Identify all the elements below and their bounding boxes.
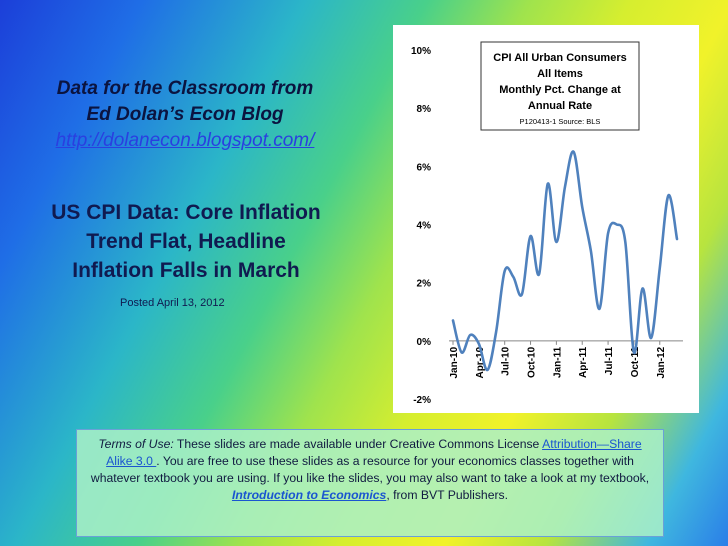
blog-url-link[interactable]: http://dolanecon.blogspot.com/	[55, 130, 315, 151]
x-tick-label: Oct-10	[527, 346, 538, 378]
blog-header: Data for the Classroom from Ed Dolan’s E…	[20, 76, 350, 154]
blog-title-line2: Ed Dolan’s Econ Blog	[86, 104, 284, 125]
x-tick-label: Apr-11	[578, 346, 589, 378]
x-tick-label: Jul-10	[501, 346, 512, 375]
textbook-link[interactable]: Introduction to Economics	[231, 488, 387, 502]
headline-line3: Inflation Falls in March	[72, 259, 300, 282]
cpi-line-chart: -2% 0% 2% 4% 6% 8% 10% Jan-10 Apr-10 Jul-10 Oct-1…	[411, 41, 683, 406]
x-tick-label: Jan-10	[449, 346, 460, 378]
chart-title-line3: Monthly Pct. Change at	[499, 84, 621, 96]
posted-date: Posted April 13, 2012	[120, 297, 225, 309]
x-tick-label: Apr-10	[475, 346, 486, 378]
blog-title-line1: Data for the Classroom from	[56, 78, 314, 99]
x-tick-label: Jan-11	[552, 346, 563, 378]
y-tick-label: -2%	[413, 395, 431, 406]
terms-label: Terms of Use:	[98, 437, 174, 451]
slide-headline: US CPI Data: Core Inflation Trend Flat, …	[0, 198, 372, 285]
x-tick-label: Oct-11	[630, 346, 641, 377]
license-link[interactable]: Attribution—Share Alike 3.0	[106, 437, 642, 468]
y-tick-label: 2%	[417, 279, 432, 290]
chart-title-line2: All Items	[537, 68, 583, 80]
x-tick-label: Jan-12	[656, 346, 667, 378]
terms-text-1: These slides are made available under Cr…	[173, 437, 543, 451]
y-tick-label: 0%	[417, 337, 432, 348]
cpi-series-line	[451, 150, 679, 372]
y-tick-label: 10%	[411, 46, 431, 57]
cpi-chart-panel: -2% 0% 2% 4% 6% 8% 10% Jan-10 Apr-10 Jul-10 Oct-1…	[393, 25, 699, 413]
headline-line1: US CPI Data: Core Inflation	[51, 201, 321, 224]
terms-text-2: . You are free to use these slides as a …	[90, 454, 650, 485]
y-tick-label: 8%	[417, 104, 432, 115]
chart-title-box: CPI All Urban Consumers All Items Monthl…	[480, 41, 640, 131]
terms-of-use-box: Terms of Use: These slides are made avai…	[76, 429, 664, 537]
chart-source: P120413-1 Source: BLS	[520, 117, 601, 126]
chart-title-line4: Annual Rate	[528, 100, 592, 112]
chart-title-line1: CPI All Urban Consumers	[493, 52, 626, 64]
y-tick-label: 4%	[417, 221, 432, 232]
headline-line2: Trend Flat, Headline	[86, 230, 286, 253]
terms-text-3: , from BVT Publishers.	[386, 488, 509, 502]
x-tick-label: Jul-11	[604, 346, 615, 375]
y-tick-label: 6%	[417, 162, 432, 173]
